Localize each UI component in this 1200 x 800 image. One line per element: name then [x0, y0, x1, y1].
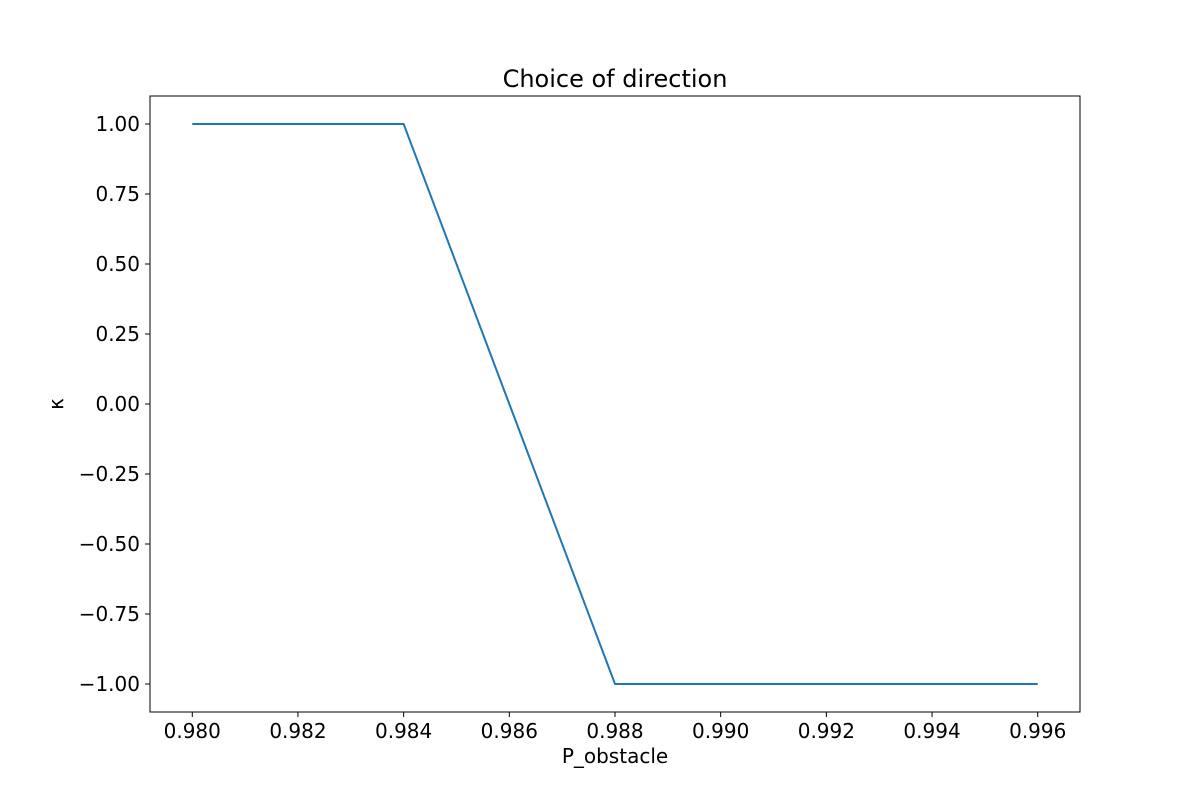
- y-tick-label: −1.00: [79, 672, 140, 696]
- x-tick-label: 0.992: [798, 719, 855, 743]
- y-axis-label: κ: [44, 398, 68, 410]
- y-tick-label: 1.00: [95, 112, 140, 136]
- x-tick-label: 0.988: [586, 719, 643, 743]
- x-tick-label: 0.996: [1009, 719, 1066, 743]
- y-tick-label: 0.00: [95, 392, 140, 416]
- y-tick-label: −0.75: [79, 602, 140, 626]
- x-tick-label: 0.982: [269, 719, 326, 743]
- plot-area: [192, 123, 1038, 685]
- x-tick-label: 0.990: [692, 719, 749, 743]
- x-tick-label: 0.980: [164, 719, 221, 743]
- y-tick-label: 0.50: [95, 252, 140, 276]
- x-tick-label: 0.986: [481, 719, 538, 743]
- y-tick-label: −0.50: [79, 532, 140, 556]
- x-tick-label: 0.994: [903, 719, 960, 743]
- chart-title: Choice of direction: [503, 65, 728, 93]
- y-axis: 1.00 0.75 0.50 0.25 0.00 −0.25 −0.50 −0.75 −1.00: [79, 112, 150, 696]
- plot-frame: [149, 95, 1081, 713]
- x-tick-label: 0.984: [375, 719, 432, 743]
- x-axis-label: P_obstacle: [562, 744, 668, 768]
- y-tick-label: −0.25: [79, 462, 140, 486]
- x-axis: 0.980 0.982 0.984 0.986 0.988 0.990 0.992 0.994…: [164, 712, 1066, 743]
- y-tick-label: 0.75: [95, 182, 140, 206]
- y-tick-label: 0.25: [95, 322, 140, 346]
- series-line: [192, 123, 1038, 685]
